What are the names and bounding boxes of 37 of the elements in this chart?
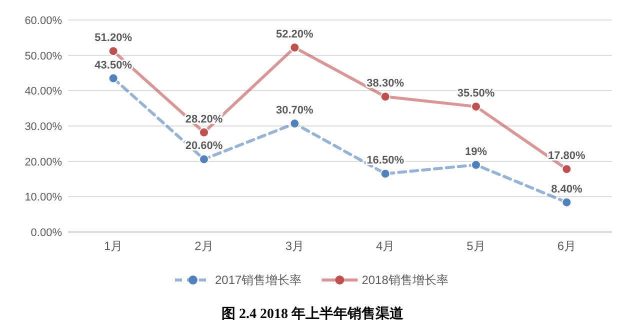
point — [562, 164, 572, 174]
data-label: 52.20% — [276, 28, 314, 41]
point — [108, 46, 118, 56]
point — [290, 42, 300, 53]
x-tick-label: 5月 — [466, 239, 486, 253]
point — [562, 197, 572, 208]
x-tick-label: 4月 — [376, 239, 395, 253]
x-tick-label: 2月 — [194, 239, 214, 253]
point — [380, 168, 390, 179]
data-label: 17.80% — [548, 150, 586, 162]
data-label: 16.50% — [366, 154, 404, 167]
y-tick-label: 10.00% — [24, 192, 62, 204]
point — [471, 102, 481, 112]
y-tick-label: 0.00% — [30, 227, 62, 239]
x-tick-label: 3月 — [285, 239, 304, 253]
legend-label: 2017销售增长率 — [215, 273, 302, 287]
y-tick-label: 60.00% — [24, 15, 62, 27]
point — [108, 73, 118, 84]
legend-label: 2018销售增长率 — [362, 273, 448, 287]
point — [199, 127, 209, 138]
data-label: 38.30% — [366, 78, 404, 90]
data-label: 8.40% — [551, 183, 582, 196]
x-tick-label: 6月 — [557, 239, 576, 253]
point — [199, 154, 209, 164]
y-tick-label: 20.00% — [24, 156, 62, 168]
data-label: 35.50% — [457, 88, 495, 100]
y-tick-label: 30.00% — [24, 121, 62, 133]
point — [471, 160, 481, 170]
x-tick-label: 1月 — [104, 239, 123, 253]
data-label: 51.20% — [94, 32, 132, 44]
y-tick-label: 50.00% — [24, 50, 62, 62]
data-label: 30.70% — [276, 104, 314, 117]
y-tick-label: 40.00% — [24, 86, 62, 98]
point — [290, 118, 300, 129]
data-label: 19% — [464, 146, 488, 158]
caption: 图 2.4 2018 年上半年销售渠道 — [222, 305, 404, 322]
point — [380, 92, 390, 102]
